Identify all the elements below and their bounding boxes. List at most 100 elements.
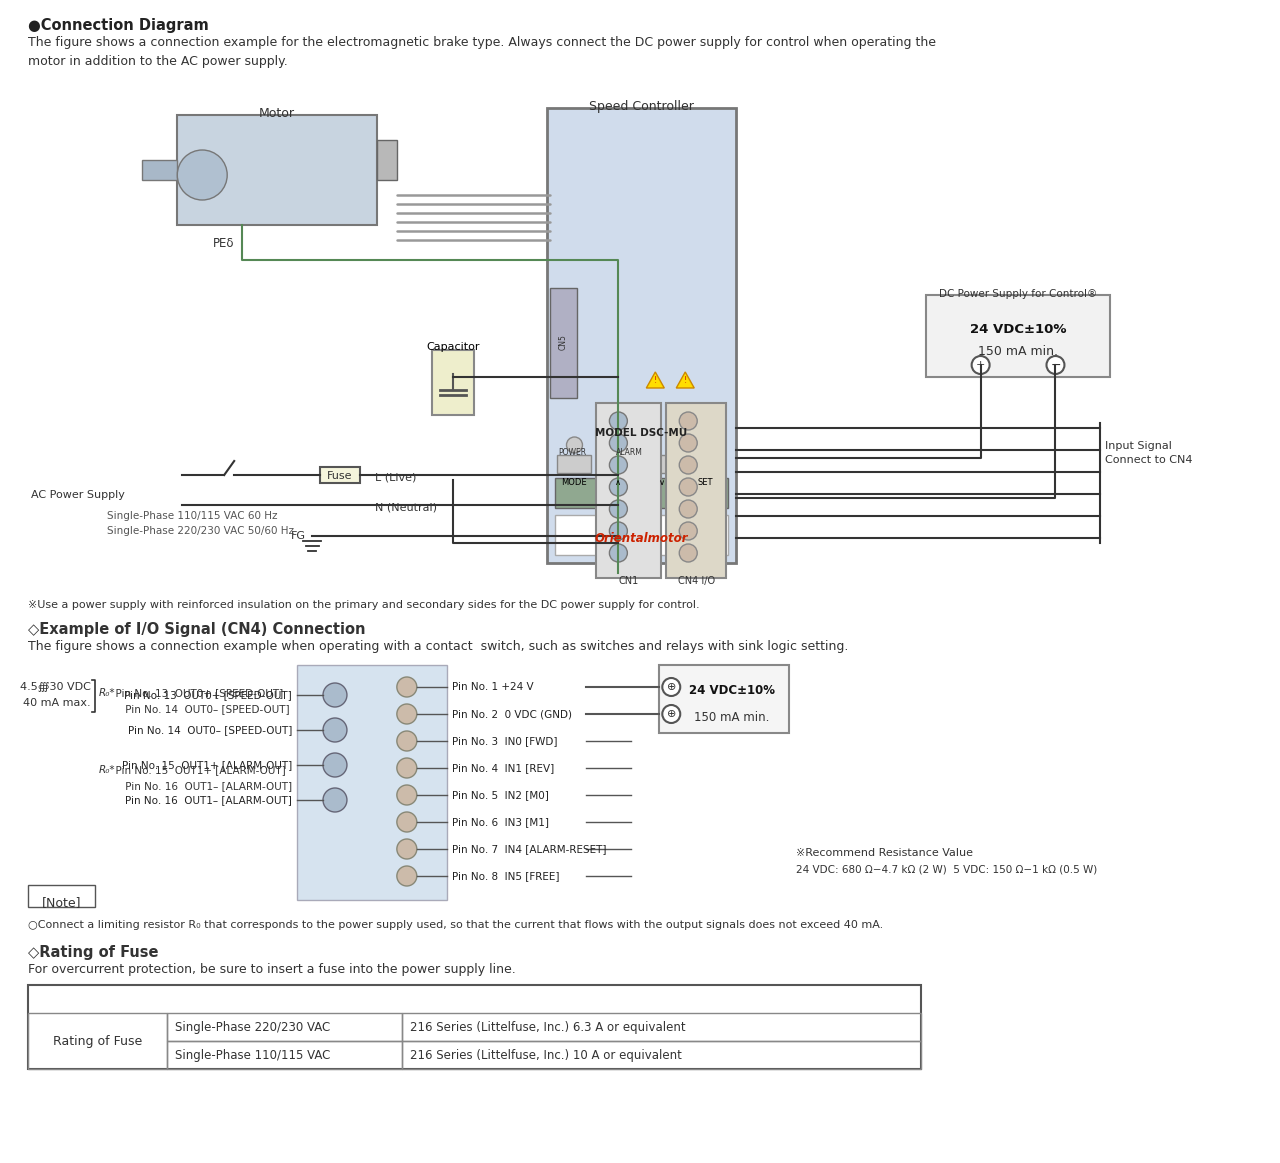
Text: POWER: POWER — [558, 448, 586, 457]
Circle shape — [680, 544, 698, 562]
Text: Single-Phase 220/230 VAC: Single-Phase 220/230 VAC — [175, 1020, 330, 1034]
Circle shape — [178, 150, 228, 200]
Circle shape — [567, 437, 582, 454]
Circle shape — [609, 434, 627, 452]
Text: R₀*: R₀* — [99, 765, 115, 775]
Text: Pin No. 14  OUT0– [SPEED-OUT]: Pin No. 14 OUT0– [SPEED-OUT] — [110, 704, 291, 714]
Circle shape — [397, 758, 417, 778]
Circle shape — [609, 544, 627, 562]
Bar — [644, 455, 680, 473]
Circle shape — [323, 752, 347, 777]
Text: 216 Series (Littelfuse, Inc.) 6.3 A or equivalent: 216 Series (Littelfuse, Inc.) 6.3 A or e… — [410, 1020, 686, 1034]
Text: Pin No. 13  OUT0+ [SPEED-OUT]: Pin No. 13 OUT0+ [SPEED-OUT] — [124, 690, 292, 700]
Circle shape — [397, 866, 417, 886]
Text: Pin No. 3  IN0 [FWD]: Pin No. 3 IN0 [FWD] — [452, 736, 557, 745]
Text: L (Live): L (Live) — [375, 472, 416, 481]
Circle shape — [609, 456, 627, 475]
Bar — [28, 885, 96, 907]
Circle shape — [397, 732, 417, 751]
Text: 4.5∰30 VDC: 4.5∰30 VDC — [19, 682, 91, 692]
Bar — [402, 1041, 920, 1069]
Text: 24 VDC±10%: 24 VDC±10% — [970, 323, 1066, 336]
Text: R₀*: R₀* — [99, 688, 115, 698]
Circle shape — [680, 478, 698, 495]
Circle shape — [323, 789, 347, 812]
Text: The figure shows a connection example for the electromagnetic brake type. Always: The figure shows a connection example fo… — [28, 36, 936, 67]
Circle shape — [609, 412, 627, 430]
Text: Single-Phase 220/230 VAC 50/60 Hz: Single-Phase 220/230 VAC 50/60 Hz — [108, 526, 294, 536]
Bar — [659, 665, 788, 733]
Text: CN4 I/O: CN4 I/O — [677, 576, 714, 586]
Bar — [554, 515, 728, 555]
Text: Pin No. 14  OUT0– [SPEED-OUT]: Pin No. 14 OUT0– [SPEED-OUT] — [128, 725, 292, 735]
Circle shape — [397, 839, 417, 859]
Text: 40 mA max.: 40 mA max. — [23, 698, 91, 708]
Text: ※Recommend Resistance Value: ※Recommend Resistance Value — [796, 848, 973, 858]
Text: 150 mA min.: 150 mA min. — [978, 345, 1059, 358]
Bar — [549, 288, 577, 398]
Bar — [596, 404, 662, 578]
Circle shape — [609, 478, 627, 495]
Circle shape — [680, 434, 698, 452]
Bar — [168, 1041, 402, 1069]
Circle shape — [397, 677, 417, 697]
Circle shape — [323, 718, 347, 742]
Text: ●Connection Diagram: ●Connection Diagram — [28, 17, 209, 33]
Circle shape — [680, 500, 698, 518]
Bar — [547, 108, 736, 563]
Text: !: ! — [684, 376, 687, 385]
Bar — [431, 350, 474, 415]
Circle shape — [323, 683, 347, 707]
Text: DC Power Supply for Control®: DC Power Supply for Control® — [940, 288, 1097, 299]
Text: ※Use a power supply with reinforced insulation on the primary and secondary side: ※Use a power supply with reinforced insu… — [28, 600, 699, 611]
Text: !: ! — [654, 376, 657, 385]
Text: Capacitor: Capacitor — [426, 342, 480, 352]
Text: Pin No. 6  IN3 [M1]: Pin No. 6 IN3 [M1] — [452, 816, 549, 827]
Bar — [689, 455, 723, 473]
Text: Single-Phase 110/115 VAC 60 Hz: Single-Phase 110/115 VAC 60 Hz — [108, 511, 278, 521]
Text: ◇Rating of Fuse: ◇Rating of Fuse — [28, 946, 159, 959]
Circle shape — [972, 356, 989, 374]
Text: MODEL DSC-MU: MODEL DSC-MU — [595, 428, 687, 438]
Text: −: − — [1050, 358, 1061, 371]
Bar — [320, 468, 360, 483]
Bar — [600, 455, 635, 473]
Bar — [925, 295, 1110, 377]
Text: Pin No. 13  OUT0+ [SPEED-OUT]: Pin No. 13 OUT0+ [SPEED-OUT] — [110, 688, 284, 698]
Circle shape — [1047, 356, 1065, 374]
Text: CN5: CN5 — [559, 334, 568, 350]
Text: N (Neutral): N (Neutral) — [375, 502, 436, 512]
Circle shape — [680, 522, 698, 540]
Text: Single-Phase 110/115 VAC: Single-Phase 110/115 VAC — [175, 1049, 330, 1062]
Text: Rating of Fuse: Rating of Fuse — [52, 1035, 142, 1048]
Text: Pin No. 5  IN2 [M0]: Pin No. 5 IN2 [M0] — [452, 790, 549, 800]
Text: ◇Example of I/O Signal (CN4) Connection: ◇Example of I/O Signal (CN4) Connection — [28, 622, 365, 637]
Text: FG: FG — [291, 531, 306, 541]
Text: [Note]: [Note] — [42, 896, 82, 909]
Bar — [376, 140, 397, 180]
Bar — [297, 665, 447, 900]
Text: For overcurrent protection, be sure to insert a fuse into the power supply line.: For overcurrent protection, be sure to i… — [28, 963, 516, 976]
Text: Input Signal
Connect to CN4: Input Signal Connect to CN4 — [1106, 441, 1193, 465]
Text: Pin No. 15  OUT1+ [ALARM-OUT]: Pin No. 15 OUT1+ [ALARM-OUT] — [122, 759, 292, 770]
Circle shape — [662, 678, 680, 695]
Text: ⊕: ⊕ — [667, 682, 676, 692]
Circle shape — [609, 500, 627, 518]
Text: Motor: Motor — [259, 107, 296, 120]
Circle shape — [397, 785, 417, 805]
Text: Pin No. 16  OUT1– [ALARM-OUT]: Pin No. 16 OUT1– [ALARM-OUT] — [110, 782, 293, 791]
Bar — [667, 404, 726, 578]
Text: AC Power Supply: AC Power Supply — [31, 490, 124, 500]
Text: ⊕: ⊕ — [667, 709, 676, 719]
Text: Pin No. 8  IN5 [FREE]: Pin No. 8 IN5 [FREE] — [452, 871, 559, 882]
Text: SET: SET — [698, 478, 713, 486]
Bar — [178, 115, 376, 224]
Polygon shape — [676, 372, 694, 388]
Text: 24 VDC: 680 Ω−4.7 kΩ (2 W)  5 VDC: 150 Ω−1 kΩ (0.5 W): 24 VDC: 680 Ω−4.7 kΩ (2 W) 5 VDC: 150 Ω−… — [796, 864, 1097, 875]
Text: PEδ: PEδ — [212, 236, 234, 250]
Bar — [402, 1013, 920, 1041]
Circle shape — [680, 456, 698, 475]
Text: 150 mA min.: 150 mA min. — [695, 711, 769, 725]
Circle shape — [623, 437, 639, 454]
Text: ALARM: ALARM — [617, 448, 644, 457]
